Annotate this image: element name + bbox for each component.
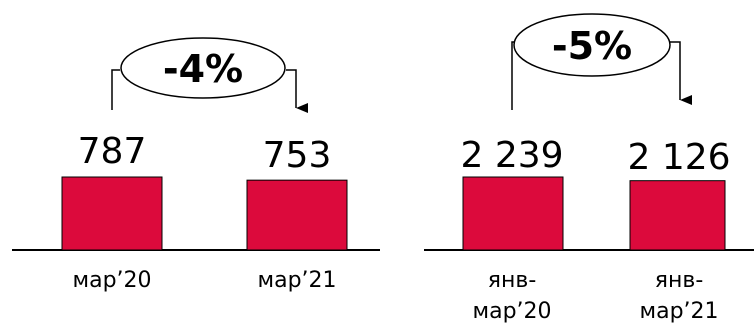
value-label-jan-mar21: 2 126: [627, 137, 730, 178]
bar-mar21: [246, 179, 348, 251]
value-label-mar20: 787: [78, 131, 147, 172]
change-bubble-2: [513, 13, 671, 77]
change-connector-1: [111, 69, 296, 110]
bar-jan-mar20: [462, 176, 564, 251]
category-label-jan-mar21-line2: мар’21: [639, 299, 718, 324]
change-label-2: -5%: [552, 24, 632, 68]
change-label-1: -4%: [163, 47, 243, 91]
bar-mar20: [61, 176, 163, 251]
category-label-jan-mar20-line2: мар’20: [472, 299, 551, 324]
change-bubble-1: [120, 37, 286, 99]
category-label-jan-mar20-line1: янв-: [488, 268, 537, 293]
category-label-mar20: мар’20: [72, 268, 151, 293]
value-label-jan-mar20: 2 239: [460, 135, 563, 176]
category-label-mar21: мар’21: [257, 268, 336, 293]
category-label-jan-mar21-line1: янв-: [655, 268, 704, 293]
chart-panel-2: 2 239 2 126 янв- мар’20 янв- мар’21 -5%: [424, 13, 754, 324]
bar-jan-mar21: [629, 180, 726, 251]
chart-panel-1: 787 753 мар’20 мар’21 -4%: [12, 37, 380, 293]
value-label-mar21: 753: [263, 135, 332, 176]
